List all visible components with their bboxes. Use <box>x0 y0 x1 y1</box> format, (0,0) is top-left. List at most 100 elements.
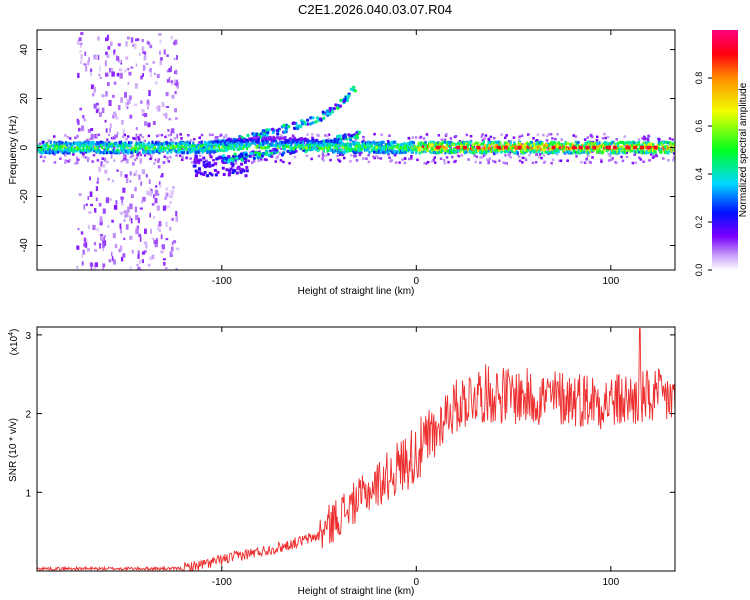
heatmap-cell <box>119 151 122 154</box>
heatmap-cell <box>474 160 477 164</box>
heatmap-cell <box>355 131 359 135</box>
heatmap-cell <box>412 147 415 151</box>
heatmap-cell <box>233 169 237 173</box>
heatmap-cell <box>276 154 280 158</box>
heatmap-cell <box>93 242 97 246</box>
heatmap-cell <box>287 125 291 129</box>
heatmap-cell <box>262 136 265 140</box>
heatmap-cell <box>500 133 503 136</box>
heatmap-cell <box>322 149 326 153</box>
heatmap-cell <box>73 147 76 151</box>
heatmap-cell <box>294 138 298 142</box>
heatmap-cell <box>433 147 436 151</box>
heatmap-cell <box>431 147 434 151</box>
heatmap-cell <box>333 149 336 153</box>
heatmap-cell <box>299 125 303 129</box>
heatmap-cell <box>440 149 443 153</box>
heatmap-cell <box>631 143 634 147</box>
heatmap-cell <box>149 44 153 49</box>
heatmap-cell <box>122 146 125 150</box>
heatmap-cell <box>508 146 511 150</box>
heatmap-cell <box>339 151 342 155</box>
heatmap-cell <box>227 155 231 159</box>
x-tick-label: -100 <box>212 577 232 588</box>
heatmap-cell <box>221 154 226 158</box>
heatmap-cell <box>401 149 404 153</box>
heatmap-cell <box>94 145 97 149</box>
heatmap-cell <box>653 149 656 153</box>
heatmap-cell <box>46 143 49 147</box>
heatmap-cell <box>121 149 124 153</box>
heatmap-cell <box>93 149 96 153</box>
heatmap-cell <box>56 142 59 146</box>
heatmap-cell <box>123 219 126 222</box>
heatmap-cell <box>398 149 401 153</box>
heatmap-cell <box>597 147 600 151</box>
heatmap-cell <box>72 153 75 156</box>
heatmap-cell <box>424 143 427 147</box>
heatmap-cell <box>64 161 67 164</box>
heatmap-cell <box>122 142 125 145</box>
heatmap-cell <box>638 140 641 144</box>
heatmap-cell <box>500 150 503 154</box>
y-tick-label: 20 <box>19 93 30 105</box>
heatmap-cell <box>195 146 198 150</box>
heatmap-cell <box>353 142 356 146</box>
heatmap-cell <box>521 146 524 150</box>
heatmap-cell <box>171 141 174 145</box>
heatmap-cell <box>154 198 158 204</box>
heatmap-cell <box>341 143 344 147</box>
heatmap-cell <box>104 142 107 146</box>
heatmap-cell <box>280 143 284 147</box>
y-tick-label: 1 <box>25 488 31 499</box>
heatmap-cell <box>202 149 205 153</box>
heatmap-cell <box>603 142 606 146</box>
heatmap-cell <box>110 145 113 149</box>
heatmap-cell <box>460 148 463 151</box>
heatmap-cell <box>216 170 220 174</box>
heatmap-cell <box>233 147 236 151</box>
heatmap-cell <box>512 136 516 139</box>
heatmap-cell <box>275 139 278 143</box>
heatmap-cell <box>340 141 343 145</box>
heatmap-cell <box>78 193 82 197</box>
heatmap-cell <box>500 146 503 150</box>
heatmap-cell <box>526 141 529 145</box>
heatmap-cell <box>670 148 673 152</box>
heatmap-cell <box>154 240 158 246</box>
heatmap-cell <box>252 160 256 163</box>
heatmap-cell <box>91 160 94 163</box>
heatmap-cell <box>244 145 247 148</box>
heatmap-cell <box>292 140 295 144</box>
colorbar-tick-label: 0.8 <box>694 72 704 85</box>
heatmap-cell <box>388 147 391 151</box>
heatmap-cell <box>139 259 141 264</box>
heatmap-cell <box>101 157 104 160</box>
heatmap-cell <box>176 86 179 90</box>
heatmap-cell <box>182 145 186 149</box>
heatmap-cell <box>625 146 628 150</box>
heatmap-cell <box>116 131 119 136</box>
heatmap-cell <box>294 145 298 149</box>
heatmap-cell <box>298 145 301 149</box>
heatmap-cell <box>197 161 201 165</box>
heatmap-cell <box>277 136 280 140</box>
heatmap-cell <box>453 147 456 151</box>
heatmap-cell <box>198 136 201 140</box>
heatmap-cell <box>467 141 470 145</box>
heatmap-cell <box>331 142 334 146</box>
heatmap-cell <box>193 138 196 141</box>
heatmap-cell <box>510 149 513 153</box>
heatmap-cell <box>291 139 294 143</box>
heatmap-cell <box>408 142 411 146</box>
heatmap-cell <box>256 140 259 144</box>
heatmap-cell <box>46 150 49 154</box>
heatmap-cell <box>89 68 93 72</box>
heatmap-cell <box>206 174 209 178</box>
heatmap-cell <box>240 138 243 142</box>
heatmap-cell <box>504 136 507 139</box>
heatmap-cell <box>81 254 84 258</box>
heatmap-cell <box>193 157 197 161</box>
heatmap-cell <box>87 129 91 133</box>
heatmap-cell <box>546 134 549 138</box>
